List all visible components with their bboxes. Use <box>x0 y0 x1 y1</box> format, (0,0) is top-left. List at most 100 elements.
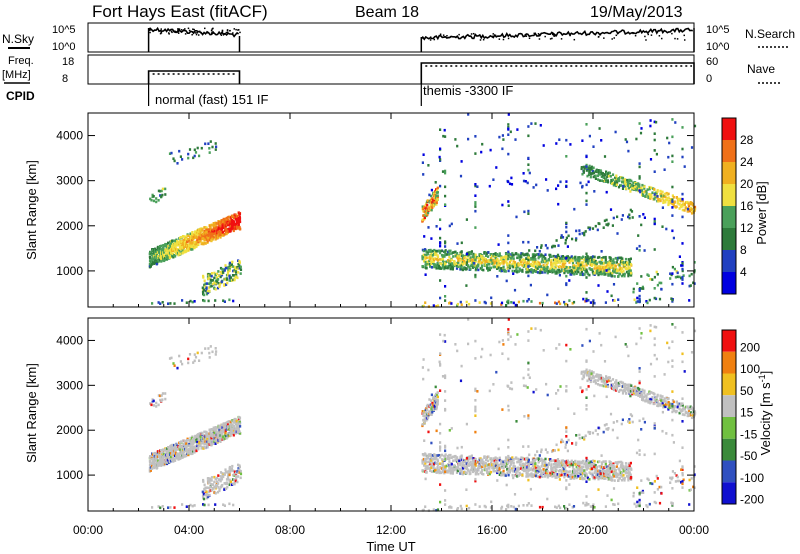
power-cell <box>220 227 223 230</box>
velocity-cell <box>480 461 483 464</box>
power-cell <box>537 263 540 266</box>
velocity-cell <box>233 481 236 484</box>
power-cell <box>213 226 216 230</box>
power-cell <box>560 269 563 273</box>
power-cell <box>687 203 690 206</box>
power-cell <box>439 128 442 131</box>
power-cell <box>609 256 612 260</box>
power-cell <box>663 192 666 196</box>
velocity-cell <box>435 406 438 409</box>
power-cell <box>214 282 217 285</box>
power-cell <box>611 271 614 275</box>
velocity-cell <box>235 478 238 481</box>
velocity-cell <box>226 475 230 478</box>
power-cell <box>681 197 684 201</box>
frequency-panel: Freq. [MHz] 18 8 60 0 Nave <box>2 54 780 85</box>
power-cell <box>224 277 227 281</box>
power-cell <box>501 259 504 262</box>
power-cell <box>593 258 596 262</box>
power-cell <box>663 168 666 171</box>
power-cell <box>435 194 438 198</box>
velocity-cell <box>436 462 439 466</box>
noise-search-dot <box>683 39 686 41</box>
velocity-cell <box>193 504 196 507</box>
power-cell <box>425 256 428 260</box>
power-cell <box>444 169 447 173</box>
velocity-cell <box>202 447 205 450</box>
velocity-cell <box>157 403 160 407</box>
power-cell <box>502 138 505 141</box>
velocity-cell <box>454 459 457 462</box>
velocity-cell <box>181 449 184 452</box>
power-cell <box>617 185 621 189</box>
power-cell <box>456 256 459 260</box>
velocity-cell <box>174 459 177 462</box>
power-cell <box>218 224 221 227</box>
power-cell <box>588 134 591 138</box>
velocity-cell <box>220 476 223 480</box>
power-cell <box>232 221 235 224</box>
power-cell <box>565 230 568 234</box>
velocity-cell <box>219 437 222 441</box>
power-cell <box>476 185 479 188</box>
noise-search-dot <box>603 37 605 39</box>
velocity-cell <box>165 452 168 455</box>
power-cell <box>629 182 632 186</box>
velocity-cell <box>482 461 485 464</box>
power-cell <box>461 259 464 263</box>
velocity-cell <box>213 427 216 430</box>
velocity-cell <box>444 465 447 469</box>
velocity-cell <box>432 467 435 470</box>
power-cell <box>172 255 175 259</box>
power-cell <box>595 168 598 172</box>
power-cell <box>175 248 178 251</box>
power-cell <box>566 271 570 274</box>
power-cell <box>218 285 221 288</box>
noise-search-dot <box>423 37 425 40</box>
power-cell <box>551 268 554 271</box>
power-cell <box>210 223 213 227</box>
power-cell <box>571 271 574 275</box>
power-cell <box>603 273 606 276</box>
power-cell <box>686 207 690 211</box>
velocity-cell <box>470 454 473 458</box>
velocity-cell <box>180 445 184 448</box>
power-cell <box>526 254 529 257</box>
power-cell <box>516 264 519 267</box>
noise-search-dot <box>524 34 527 36</box>
noise-search-dot <box>537 33 540 35</box>
velocity-cell <box>196 444 199 447</box>
power-cell <box>691 202 694 206</box>
power-cell <box>427 249 430 252</box>
power-cell <box>169 241 172 245</box>
power-cell <box>551 270 554 274</box>
power-cell <box>592 145 595 148</box>
velocity-cell <box>160 461 163 465</box>
velocity-cell <box>156 455 159 458</box>
velocity-cell <box>148 463 152 467</box>
velocity-cell <box>506 462 509 466</box>
power-cell <box>550 259 553 262</box>
power-cell <box>444 266 447 269</box>
noise-search-dot <box>615 34 618 37</box>
power-cell <box>156 251 159 254</box>
velocity-cell <box>160 399 163 403</box>
power-cell <box>207 299 210 303</box>
power-cell <box>636 282 639 285</box>
power-cell <box>585 155 588 159</box>
power-cell <box>590 167 593 171</box>
power-cell <box>216 286 220 290</box>
power-cell <box>156 245 159 249</box>
power-cell <box>653 287 656 290</box>
power-cell <box>613 275 616 278</box>
power-cell <box>585 252 588 256</box>
power-cell <box>423 259 426 263</box>
power-cell <box>215 226 218 229</box>
velocity-cell <box>217 474 220 477</box>
velocity-cell <box>508 465 512 468</box>
power-cell <box>174 241 177 245</box>
velocity-cell <box>465 462 468 465</box>
power-cell <box>176 162 179 165</box>
velocity-cell <box>437 454 440 457</box>
